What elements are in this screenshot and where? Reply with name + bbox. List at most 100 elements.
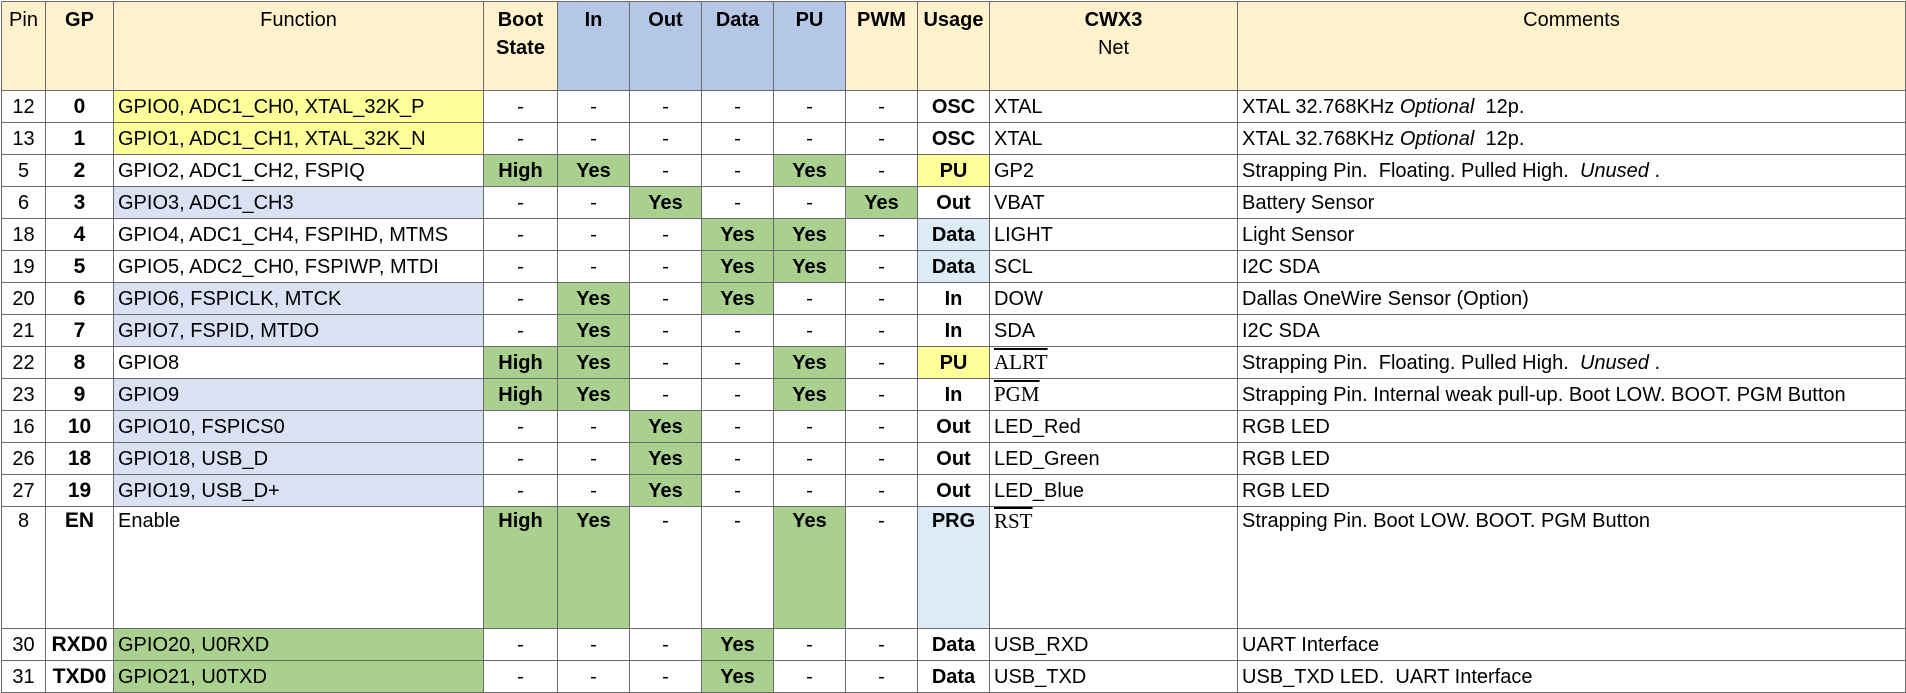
cell-in: - — [557, 250, 630, 283]
cell-pwm: - — [845, 660, 918, 693]
cell-usage: Out — [917, 410, 990, 443]
cell-in: - — [557, 218, 630, 251]
comment-italic: Optional — [1399, 127, 1475, 150]
cell-out: - — [629, 378, 702, 411]
cell-gp: 3 — [45, 186, 114, 219]
cell-pu: - — [773, 660, 846, 693]
cell-gp: 18 — [45, 442, 114, 475]
cell-pin: 6 — [1, 186, 46, 219]
cell-comments: RGB LED — [1237, 474, 1906, 507]
cell-in: - — [557, 186, 630, 219]
table-row: 19 5 GPIO5, ADC2_CH0, FSPIWP, MTDI - - - Yes Ye… — [1, 250, 1906, 283]
cell-comments: UART Interface — [1237, 628, 1906, 661]
comment-text: XTAL 32.768KHz — [1242, 95, 1400, 118]
cell-function: GPIO19, USB_D+ — [113, 474, 484, 507]
cell-pin: 13 — [1, 122, 46, 155]
cell-usage: Out — [917, 442, 990, 475]
cell-function: GPIO2, ADC1_CH2, FSPIQ — [113, 154, 484, 187]
cell-function: GPIO6, FSPICLK, MTCK — [113, 282, 484, 315]
cell-gp: TXD0 — [45, 660, 114, 693]
cell-pwm: - — [845, 442, 918, 475]
cell-usage: Data — [917, 660, 990, 693]
header-pin: Pin — [1, 1, 46, 91]
comment-text: XTAL 32.768KHz — [1242, 127, 1400, 150]
table-row: 26 18 GPIO18, USB_D - - Yes - - - Out LED_Green RGB… — [1, 442, 1906, 475]
cell-pu: Yes — [773, 378, 846, 411]
cell-gp: 0 — [45, 90, 114, 123]
header-row: Pin GP Function Boot State In Out Data P… — [1, 1, 1906, 91]
cell-function: GPIO10, FSPICS0 — [113, 410, 484, 443]
cell-data: Yes — [701, 628, 774, 661]
cell-out: Yes — [629, 410, 702, 443]
table-row: 22 8 GPIO8 High Yes - - Yes - PU ALRT Strapping Pin… — [1, 346, 1906, 379]
cell-gp: 10 — [45, 410, 114, 443]
header-comments: Comments — [1237, 1, 1906, 91]
cell-pu: Yes — [773, 346, 846, 379]
net-label-active-low: ALRT — [994, 350, 1048, 374]
comment-suffix: 12p. — [1474, 127, 1525, 150]
cell-comments: Light Sensor — [1237, 218, 1906, 251]
net-label: LED_Red — [994, 415, 1081, 438]
cell-comments: Strapping Pin. Floating. Pulled High. Un… — [1237, 346, 1906, 379]
cell-in: - — [557, 442, 630, 475]
cell-usage: PU — [917, 154, 990, 187]
cell-function: GPIO7, FSPID, MTDO — [113, 314, 484, 347]
cell-comments: Strapping Pin. Boot LOW. BOOT. PGM Butto… — [1237, 506, 1906, 629]
comment-text: Light Sensor — [1242, 223, 1355, 246]
cell-data: - — [701, 442, 774, 475]
cell-pin: 26 — [1, 442, 46, 475]
net-label: SDA — [994, 319, 1036, 342]
cell-in: - — [557, 122, 630, 155]
cell-boot: High — [483, 378, 558, 411]
net-label: VBAT — [994, 191, 1045, 214]
cell-net: XTAL — [989, 122, 1238, 155]
cell-usage: OSC — [917, 90, 990, 123]
cell-pin: 20 — [1, 282, 46, 315]
cell-comments: I2C SDA — [1237, 250, 1906, 283]
header-out: Out — [629, 1, 702, 91]
cell-pwm: - — [845, 628, 918, 661]
cell-function: GPIO18, USB_D — [113, 442, 484, 475]
cell-usage: In — [917, 378, 990, 411]
cell-function: GPIO8 — [113, 346, 484, 379]
cell-gp: 2 — [45, 154, 114, 187]
cell-function: GPIO9 — [113, 378, 484, 411]
header-in: In — [557, 1, 630, 91]
header-boot-line2: State — [496, 37, 545, 59]
cell-pin: 8 — [1, 506, 46, 629]
cell-gp: 6 — [45, 282, 114, 315]
cell-function: GPIO1, ADC1_CH1, XTAL_32K_N — [113, 122, 484, 155]
comment-text: USB_TXD LED. UART Interface — [1242, 665, 1533, 688]
cell-gp: 5 — [45, 250, 114, 283]
comment-suffix: . — [1648, 159, 1661, 182]
cell-out: - — [629, 122, 702, 155]
cell-data: - — [701, 346, 774, 379]
cell-out: - — [629, 660, 702, 693]
cell-usage: Data — [917, 250, 990, 283]
cell-net: LED_Red — [989, 410, 1238, 443]
cell-pwm: - — [845, 410, 918, 443]
cell-usage: PU — [917, 346, 990, 379]
cell-pu: - — [773, 314, 846, 347]
cell-pu: - — [773, 628, 846, 661]
cell-net: USB_TXD — [989, 660, 1238, 693]
cell-boot: - — [483, 410, 558, 443]
cell-data: - — [701, 314, 774, 347]
cell-pwm: - — [845, 122, 918, 155]
cell-net: XTAL — [989, 90, 1238, 123]
cell-out: - — [629, 282, 702, 315]
cell-data: - — [701, 90, 774, 123]
cell-pu: - — [773, 90, 846, 123]
cell-boot: - — [483, 314, 558, 347]
cell-net: VBAT — [989, 186, 1238, 219]
cell-function: GPIO5, ADC2_CH0, FSPIWP, MTDI — [113, 250, 484, 283]
cell-boot: - — [483, 442, 558, 475]
comment-text: Strapping Pin. Floating. Pulled High. — [1242, 159, 1580, 182]
cell-pwm: - — [845, 346, 918, 379]
cell-out: - — [629, 346, 702, 379]
cell-gp: 8 — [45, 346, 114, 379]
cell-net: DOW — [989, 282, 1238, 315]
cell-out: - — [629, 314, 702, 347]
cell-pu: - — [773, 282, 846, 315]
